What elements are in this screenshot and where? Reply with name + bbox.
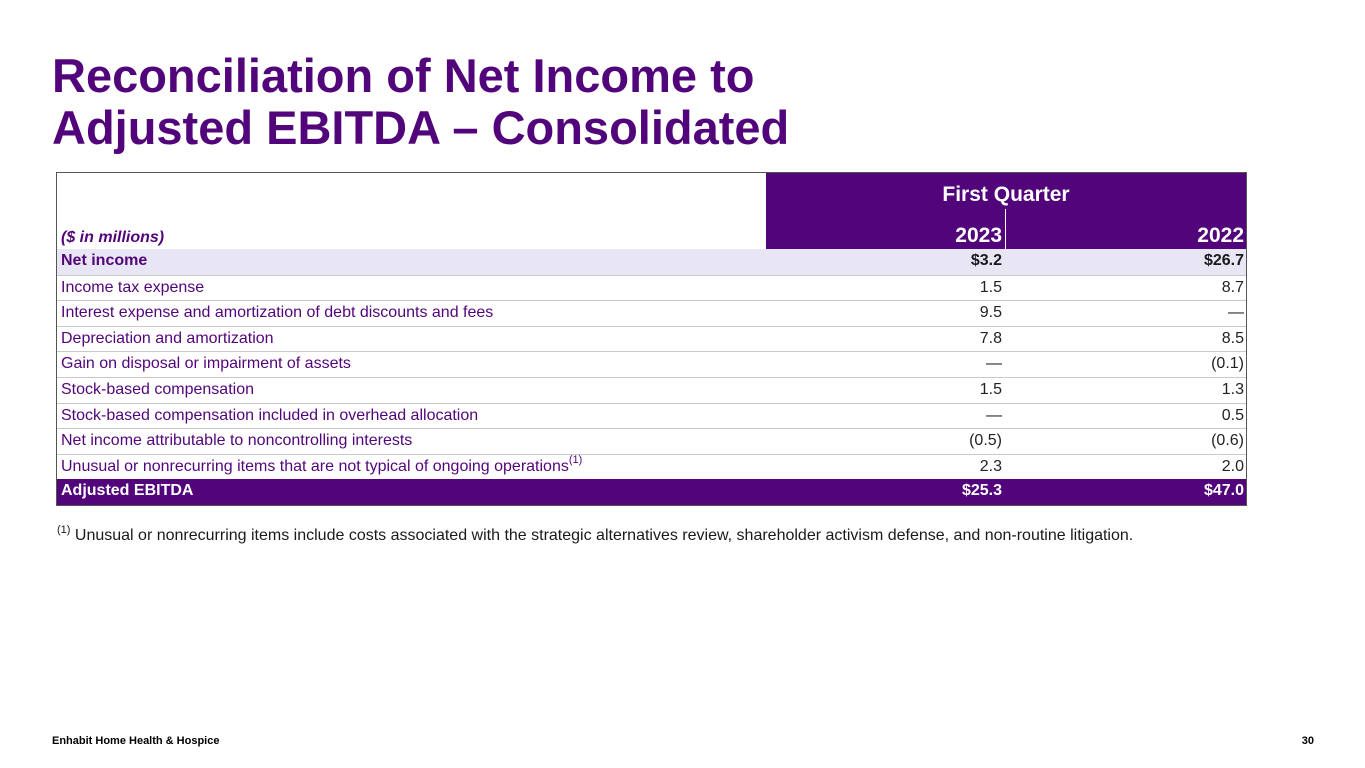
cell-2023: 9.5 [979, 304, 1002, 322]
total-row: Adjusted EBITDA $25.3 $47.0 [57, 479, 1246, 505]
title-line-2: Adjusted EBITDA – Consolidated [52, 101, 790, 154]
footnote: (1) Unusual or nonrecurring items includ… [57, 523, 1134, 545]
row-label: Net income attributable to noncontrollin… [61, 432, 413, 450]
header-divider [1005, 209, 1006, 249]
cell-2023: 2.3 [979, 457, 1002, 475]
column-header-2022: 2022 [1197, 224, 1244, 247]
row-label: Gain on disposal or impairment of assets [61, 355, 351, 373]
total-2022: $47.0 [1203, 482, 1244, 500]
table-body: Net income $3.2 $26.7 Income tax expense… [57, 249, 1246, 505]
cell-2022: 2.0 [1221, 457, 1244, 475]
reconciliation-table: ($ in millions) First Quarter 2023 2022 … [56, 172, 1247, 506]
row-label: Interest expense and amortization of deb… [61, 304, 494, 322]
table-row: Gain on disposal or impairment of assets… [57, 351, 1246, 377]
table-row: Net income $3.2 $26.7 [57, 249, 1246, 275]
title-line-1: Reconciliation of Net Income to [52, 49, 755, 102]
row-label: Income tax expense [61, 278, 205, 296]
table-row: Stock-based compensation 1.5 1.3 [57, 376, 1246, 403]
row-label-text: Unusual or nonrecurring items that are n… [61, 457, 569, 475]
cell-2023: (0.5) [969, 432, 1002, 450]
table-row: Stock-based compensation included in ove… [57, 402, 1246, 429]
cell-2023: — [986, 355, 1002, 373]
table-row: Unusual or nonrecurring items that are n… [57, 453, 1246, 480]
cell-2023: 1.5 [979, 380, 1002, 398]
units-label: ($ in millions) [61, 229, 165, 246]
total-label: Adjusted EBITDA [61, 482, 194, 500]
cell-2023: 7.8 [979, 329, 1002, 347]
table-row: Depreciation and amortization 7.8 8.5 [57, 325, 1246, 352]
cell-2022: — [1228, 304, 1244, 322]
cell-2023: $3.2 [970, 252, 1002, 269]
table-row: Interest expense and amortization of deb… [57, 300, 1246, 326]
page-number: 30 [1301, 735, 1314, 747]
column-header-2023: 2023 [955, 224, 1002, 247]
cell-2022: 8.5 [1221, 329, 1244, 347]
cell-2022: 0.5 [1221, 406, 1244, 424]
total-2023: $25.3 [961, 482, 1002, 500]
footnote-ref: (1) [568, 454, 583, 467]
group-header-first-quarter: First Quarter [942, 183, 1070, 206]
cell-2022: (0.1) [1211, 355, 1244, 373]
cell-2023: — [986, 406, 1002, 424]
row-label: Depreciation and amortization [61, 329, 274, 347]
footer-company: Enhabit Home Health & Hospice [52, 735, 220, 747]
page-title: Reconciliation of Net Income to Adjusted… [52, 50, 789, 154]
period-header: First Quarter 2023 2022 [766, 173, 1246, 249]
row-label: Stock-based compensation [61, 380, 254, 398]
cell-2022: (0.6) [1211, 432, 1244, 450]
table-row: Income tax expense 1.5 8.7 [57, 274, 1246, 301]
cell-2022: 1.3 [1221, 380, 1244, 398]
footnote-text: Unusual or nonrecurring items include co… [70, 527, 1134, 544]
cell-2022: $26.7 [1203, 252, 1244, 269]
table-header: ($ in millions) First Quarter 2023 2022 [57, 173, 1246, 249]
cell-2022: 8.7 [1221, 278, 1244, 296]
row-label: Unusual or nonrecurring items that are n… [61, 455, 582, 476]
row-label: Stock-based compensation included in ove… [61, 406, 479, 424]
table-row: Net income attributable to noncontrollin… [57, 428, 1246, 454]
row-label: Net income [61, 252, 148, 269]
cell-2023: 1.5 [979, 278, 1002, 296]
footnote-marker: (1) [57, 523, 71, 536]
